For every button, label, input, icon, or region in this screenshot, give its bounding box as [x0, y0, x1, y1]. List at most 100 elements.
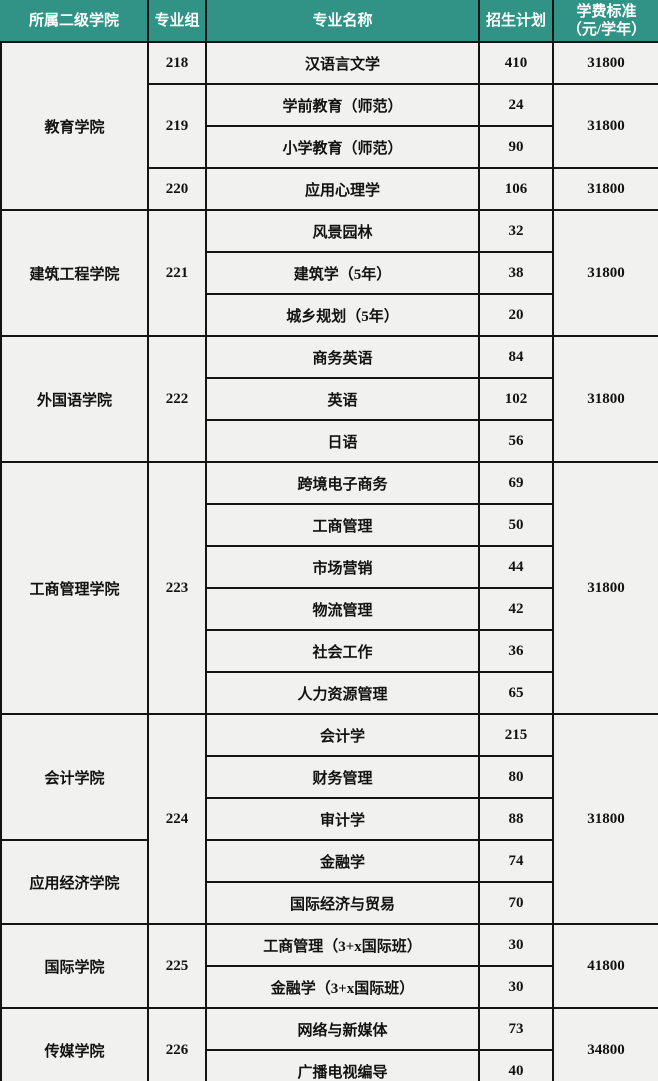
major-cell: 商务英语 [205, 335, 480, 379]
plan-cell: 70 [478, 881, 554, 925]
major-cell: 金融学 [205, 839, 480, 883]
major-cell: 市场营销 [205, 545, 480, 589]
table-row: 外国语学院 222 商务英语 84 31800 [0, 335, 658, 463]
major-cell: 网络与新媒体 [205, 1007, 480, 1051]
fee-cell: 41800 [552, 923, 658, 1009]
group-cell: 219 [147, 83, 207, 169]
col-header-fee-line1: 学费标准 [576, 3, 637, 20]
group-cell: 226 [147, 1007, 207, 1081]
plan-cell: 38 [478, 251, 554, 295]
table-row: 219 学前教育（师范） 24 31800 [1, 83, 658, 169]
college-cell: 国际学院 [0, 923, 149, 1009]
table-row: 会计学院 224 会计学 215 31800 [0, 713, 658, 925]
col-header-group: 专业组 [147, 0, 207, 43]
group-cell: 220 [147, 167, 207, 211]
plan-cell: 102 [478, 377, 554, 421]
table-row: 审计学 88 [1, 797, 658, 841]
college-cell: 教育学院 [0, 41, 149, 211]
major-cell: 日语 [205, 419, 480, 463]
plan-cell: 69 [478, 461, 554, 505]
fee-cell: 34800 [552, 1007, 658, 1081]
plan-cell: 24 [478, 83, 554, 127]
col-header-fee: 学费标准 （元/学年） [552, 0, 658, 43]
table-row: 人力资源管理 65 [1, 671, 658, 715]
major-cell: 金融学（3+x国际班） [205, 965, 480, 1009]
major-cell: 风景园林 [205, 209, 480, 253]
col-header-major: 专业名称 [205, 0, 480, 43]
table-row: 建筑工程学院 221 风景园林 32 31800 [0, 209, 658, 337]
major-cell: 英语 [205, 377, 480, 421]
plan-cell: 106 [478, 167, 554, 211]
fee-cell: 31800 [552, 167, 658, 211]
plan-cell: 32 [478, 209, 554, 253]
college-cell: 应用经济学院 [0, 839, 149, 925]
fee-cell: 31800 [552, 209, 658, 337]
major-cell: 汉语言文学 [205, 41, 480, 85]
group-cell: 218 [147, 41, 207, 85]
table-row: 财务管理 80 [1, 755, 658, 799]
table-row: 城乡规划（5年） 20 [1, 293, 658, 337]
table-row: 日语 56 [1, 419, 658, 463]
plan-cell: 215 [478, 713, 554, 757]
fee-cell: 31800 [552, 335, 658, 463]
table-row: 工商管理学院 223 跨境电子商务 69 31800 [0, 461, 658, 715]
col-header-plan: 招生计划 [478, 0, 554, 43]
plan-cell: 56 [478, 419, 554, 463]
table-row: 建筑学（5年） 38 [1, 251, 658, 295]
major-cell: 跨境电子商务 [205, 461, 480, 505]
college-cell: 外国语学院 [0, 335, 149, 463]
table-row: 国际经济与贸易 70 [1, 881, 658, 925]
group-cell: 224 [147, 713, 207, 925]
group-cell: 222 [147, 335, 207, 463]
table-row: 国际学院 225 工商管理（3+x国际班） 30 41800 [0, 923, 658, 1009]
plan-cell: 80 [478, 755, 554, 799]
plan-cell: 73 [478, 1007, 554, 1051]
col-header-college: 所属二级学院 [1, 0, 149, 43]
plan-cell: 42 [478, 587, 554, 631]
fee-cell: 31800 [552, 713, 658, 925]
group-cell: 221 [147, 209, 207, 337]
major-cell: 社会工作 [205, 629, 480, 673]
plan-cell: 410 [478, 41, 554, 85]
college-cell: 会计学院 [0, 713, 149, 841]
plan-cell: 84 [478, 335, 554, 379]
plan-cell: 40 [478, 1049, 554, 1081]
major-cell: 国际经济与贸易 [205, 881, 480, 925]
major-cell: 应用心理学 [205, 167, 480, 211]
group-cell: 223 [147, 461, 207, 715]
major-cell: 建筑学（5年） [205, 251, 480, 295]
major-cell: 工商管理 [205, 503, 480, 547]
fee-cell: 31800 [552, 461, 658, 715]
major-cell: 广播电视编导 [205, 1049, 480, 1081]
fee-cell: 31800 [552, 41, 658, 85]
major-cell: 工商管理（3+x国际班） [205, 923, 480, 967]
table-row: 教育学院 218 汉语言文学 410 31800 [0, 41, 658, 211]
major-cell: 会计学 [205, 713, 480, 757]
plan-cell: 36 [478, 629, 554, 673]
plan-cell: 30 [478, 965, 554, 1009]
plan-cell: 88 [478, 797, 554, 841]
major-cell: 审计学 [205, 797, 480, 841]
table-row: 社会工作 36 [1, 629, 658, 673]
plan-cell: 65 [478, 671, 554, 715]
major-cell: 学前教育（师范） [205, 83, 480, 127]
plan-cell: 30 [478, 923, 554, 967]
table-row: 物流管理 42 [1, 587, 658, 631]
table-row: 传媒学院 226 网络与新媒体 73 34800 [0, 1007, 658, 1081]
college-cell: 传媒学院 [0, 1007, 149, 1081]
major-cell: 城乡规划（5年） [205, 293, 480, 337]
college-cell: 工商管理学院 [0, 461, 149, 715]
table-row: 应用经济学院 金融学 74 [0, 839, 658, 925]
table-row: 金融学（3+x国际班） 30 [1, 965, 658, 1009]
plan-cell: 20 [478, 293, 554, 337]
major-cell: 小学教育（师范） [205, 125, 480, 169]
major-cell: 财务管理 [205, 755, 480, 799]
fee-cell: 31800 [552, 83, 658, 169]
header-row: 所属二级学院 专业组 专业名称 招生计划 学费标准 （元/学年） [1, 0, 658, 43]
table-row: 广播电视编导 40 [1, 1049, 658, 1081]
major-cell: 物流管理 [205, 587, 480, 631]
plan-cell: 50 [478, 503, 554, 547]
table-row: 工商管理 50 [1, 503, 658, 547]
table-row: 220 应用心理学 106 31800 [1, 167, 658, 211]
